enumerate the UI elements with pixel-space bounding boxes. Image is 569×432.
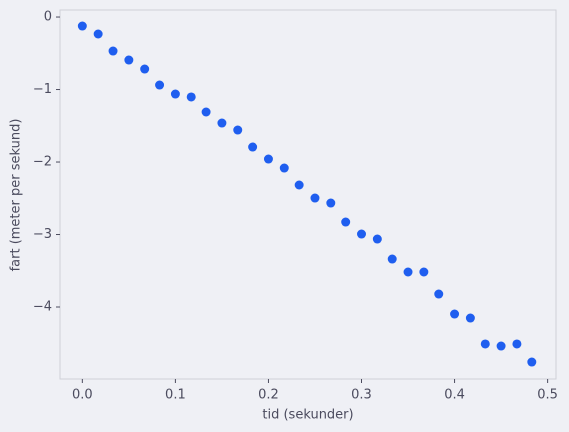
x-tick-label: 0.3 — [351, 388, 372, 403]
x-tick-label: 0.1 — [165, 388, 186, 403]
y-tick-label: −4 — [33, 300, 52, 315]
point — [186, 92, 196, 102]
point — [124, 55, 134, 65]
point — [217, 118, 227, 128]
y-tick-label: −3 — [33, 227, 52, 242]
point — [419, 267, 429, 277]
point — [527, 357, 537, 367]
point — [480, 339, 490, 349]
point — [326, 198, 336, 208]
y-tick-label: −2 — [33, 155, 52, 170]
point — [294, 180, 304, 190]
point — [512, 339, 522, 349]
point — [77, 21, 87, 31]
point — [310, 193, 320, 203]
point — [233, 125, 243, 135]
point — [434, 289, 444, 299]
point — [140, 64, 150, 74]
point — [201, 107, 211, 117]
x-tick-label: 0.0 — [72, 388, 93, 403]
point — [450, 309, 460, 319]
point — [170, 89, 180, 99]
point — [496, 341, 506, 351]
point — [341, 217, 351, 227]
point — [263, 154, 273, 164]
y-tick-label: −1 — [33, 82, 52, 97]
point — [357, 229, 367, 239]
y-tick-label: 0 — [44, 10, 52, 25]
plot-area — [59, 9, 557, 380]
point — [108, 46, 118, 56]
point — [387, 254, 397, 264]
point — [93, 29, 103, 39]
x-axis-label: tid (sekunder) — [262, 408, 353, 423]
x-tick-label: 0.4 — [444, 388, 465, 403]
x-tick-label: 0.5 — [537, 388, 558, 403]
point — [403, 267, 413, 277]
point — [465, 313, 475, 323]
x-tick-label: 0.2 — [258, 388, 279, 403]
point — [279, 163, 289, 173]
point — [248, 142, 258, 152]
y-axis-label: fart (meter per sekund) — [9, 119, 24, 272]
point — [155, 80, 165, 90]
point — [372, 234, 382, 244]
